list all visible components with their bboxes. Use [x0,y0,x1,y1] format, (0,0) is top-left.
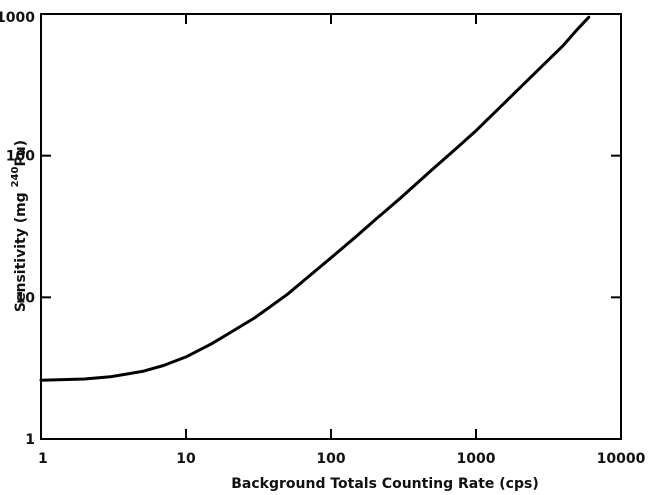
y-tick-label: 1 [25,432,35,448]
x-tick-label: 100 [316,451,345,467]
x-tick-label: 10 [176,451,196,467]
x-tick-label: 10000 [597,451,646,467]
tick-labels: 1 10 100 1000 10000 1 10 100 1000 [0,10,646,467]
y-tick-label: 10 [16,290,36,306]
y-axis-title-prefix: Sensitivity (mg [13,187,29,312]
y-tick-label: 100 [6,149,35,165]
ticks [41,14,621,439]
y-axis-title-superscript: 240 [10,167,21,188]
y-tick-label: 1000 [0,10,35,26]
series-line [39,15,591,382]
x-tick-label: 1000 [457,451,496,467]
x-tick-label: 1 [38,451,48,467]
y-axis-title-suffix: Pu) [13,140,29,167]
x-axis-title: Background Totals Counting Rate (cps) [231,476,538,492]
y-axis-title: Sensitivity (mg 240Pu) [10,140,29,312]
